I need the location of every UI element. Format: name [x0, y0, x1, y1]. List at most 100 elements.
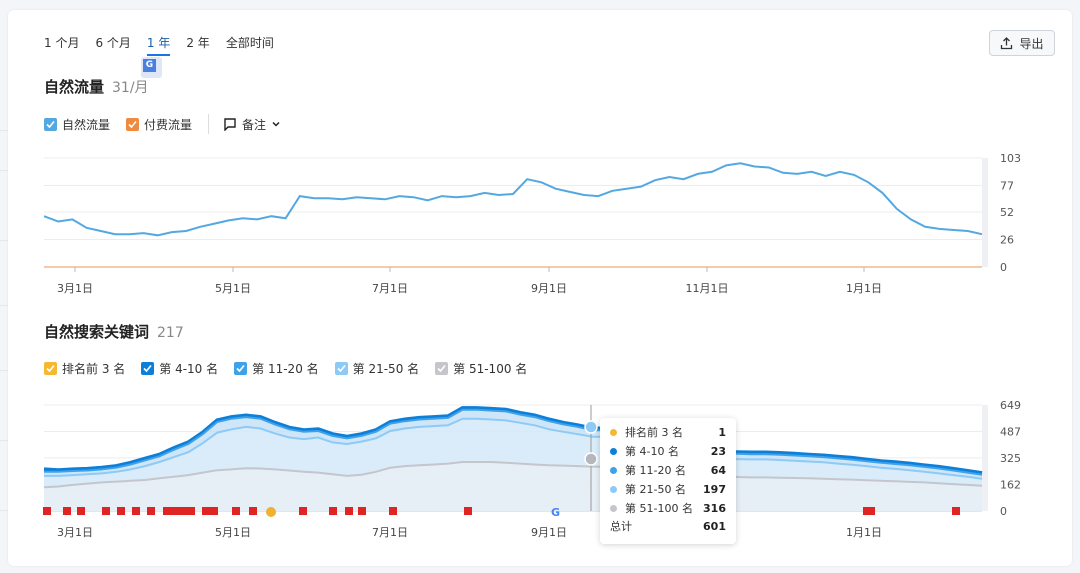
legend-organic-traffic[interactable]: 自然流量: [44, 116, 110, 133]
note-flag: [77, 507, 85, 515]
x-tick-label: 1月1日: [846, 526, 882, 539]
note-flag: [163, 507, 171, 515]
note-flag: [867, 507, 875, 515]
x-tick-label: 5月1日: [215, 282, 251, 295]
legend-rank-1[interactable]: 第 4-10 名: [141, 360, 218, 377]
checkbox-icon: [44, 117, 57, 131]
tooltip-row: 第 51-100 名 316: [610, 500, 726, 516]
legend-rank-label: 排名前 3 名: [62, 362, 126, 376]
note-flag: [179, 507, 187, 515]
translate-icon[interactable]: G: [141, 57, 162, 78]
tooltip-total-label: 总计: [610, 520, 632, 533]
legend-divider: [208, 114, 210, 134]
note-flag: [202, 507, 210, 515]
y-tick-label: 162: [1000, 479, 1021, 492]
y-tick-label: 487: [1000, 425, 1021, 438]
checkbox-icon: [334, 362, 348, 375]
notes-dropdown[interactable]: 备注: [223, 116, 281, 133]
x-tick-label: 9月1日: [531, 526, 567, 539]
keywords-legend: 排名前 3 名 第 4-10 名 第 11-20 名 第 21-50 名 第 51-10…: [44, 360, 543, 377]
hover-marker: [584, 452, 598, 466]
tab-1[interactable]: 6 个月: [95, 36, 131, 50]
series-line: [43, 406, 983, 476]
traffic-title: 自然流量 31/月: [44, 76, 149, 97]
traffic-chart: 0 26 52 77 103 3月1日 5月1日 7月1日 9月1日 11月1日 1月1日: [43, 152, 1021, 295]
legend-rank-label: 第 4-10 名: [159, 362, 219, 376]
tooltip-value: 1: [718, 425, 726, 439]
checkbox-icon: [234, 362, 248, 375]
tooltip-label: 第 4-10 名: [625, 445, 679, 458]
tooltip-label: 第 21-50 名: [625, 483, 686, 496]
note-flag: [952, 507, 960, 515]
note-flag: [232, 507, 240, 515]
tooltip-label: 第 11-20 名: [625, 464, 686, 477]
y-tick-label: 103: [1000, 152, 1021, 165]
y-tick-label: 649: [1000, 399, 1021, 412]
legend-paid-traffic[interactable]: 付费流量: [126, 116, 192, 133]
left-panel-edge: [0, 130, 8, 530]
chevron-down-icon: [272, 121, 280, 127]
period-tabs: 1 个月 6 个月 1 年 2 年 全部时间: [44, 34, 290, 56]
legend-dot: [610, 428, 617, 436]
note-icon: [224, 118, 236, 131]
tooltip-value: 23: [710, 444, 726, 458]
legend-rank-0[interactable]: 排名前 3 名: [44, 360, 125, 377]
tooltip-value: 316: [703, 501, 726, 515]
tooltip-row: 第 4-10 名 23: [610, 443, 726, 459]
tooltip-total-value: 601: [703, 519, 726, 533]
series-line: [44, 417, 983, 480]
tab-3[interactable]: 2 年: [186, 36, 210, 50]
keywords-title: 自然搜索关键词 217: [44, 321, 184, 342]
y-tick-label: 0: [1000, 505, 1007, 518]
y-tick-label: 26: [1000, 233, 1014, 246]
tab-2[interactable]: 1 年: [146, 34, 171, 56]
checkbox-icon: [435, 362, 449, 375]
note-flag: [117, 507, 125, 515]
y-tick-label: 325: [1000, 452, 1021, 465]
legend-paid-traffic-label: 付费流量: [144, 117, 193, 132]
y-tick-label: 52: [1000, 206, 1014, 219]
tooltip-row: 排名前 3 名 1: [610, 424, 726, 440]
y-tick-label: 77: [1000, 180, 1014, 193]
y-tick-label: 0: [1000, 261, 1007, 274]
note-flag: [345, 507, 353, 515]
traffic-title-text: 自然流量: [44, 78, 105, 96]
series-line: [43, 162, 983, 237]
legend-dot: [610, 504, 617, 512]
note-flag: [249, 507, 257, 515]
legend-rank-label: 第 21-50 名: [352, 362, 420, 376]
legend-rank-label: 第 11-20 名: [252, 362, 319, 376]
tooltip-value: 197: [703, 482, 726, 496]
tooltip-label: 第 51-100 名: [625, 502, 693, 515]
note-flag: [132, 507, 140, 515]
x-tick-label: 7月1日: [372, 282, 408, 295]
export-button[interactable]: 导出: [989, 30, 1055, 56]
chart-tooltip: 排名前 3 名 1 第 4-10 名 23 第 11-20 名 64 第 21-50 名 19…: [600, 418, 736, 544]
x-tick-label: 9月1日: [531, 282, 567, 295]
note-flag: [171, 507, 179, 515]
series-area: [44, 462, 982, 511]
legend-rank-4[interactable]: 第 51-100 名: [435, 360, 527, 377]
tooltip-label: 排名前 3 名: [625, 426, 683, 439]
tooltip-row: 第 21-50 名 197: [610, 481, 726, 497]
tooltip-total: 总计 601: [610, 518, 726, 534]
legend-dot: [610, 447, 617, 455]
note-flag: [63, 507, 71, 515]
legend-rank-3[interactable]: 第 21-50 名: [334, 360, 420, 377]
legend-rank-2[interactable]: 第 11-20 名: [234, 360, 319, 377]
tooltip-row: 第 11-20 名 64: [610, 462, 726, 478]
export-label: 导出: [1019, 36, 1044, 51]
scrollbar-track: [982, 405, 988, 511]
x-tick-label: 3月1日: [57, 526, 93, 539]
note-flag: [329, 507, 337, 515]
note-flag: [43, 507, 51, 515]
tooltip-value: 64: [710, 463, 726, 477]
tab-0[interactable]: 1 个月: [44, 36, 80, 50]
note-flag: [102, 507, 110, 515]
google-icon: G: [551, 506, 560, 519]
note-flag: [299, 507, 307, 515]
upload-icon: [1001, 36, 1013, 49]
x-tick-label: 3月1日: [57, 282, 93, 295]
tab-4[interactable]: 全部时间: [225, 36, 274, 50]
